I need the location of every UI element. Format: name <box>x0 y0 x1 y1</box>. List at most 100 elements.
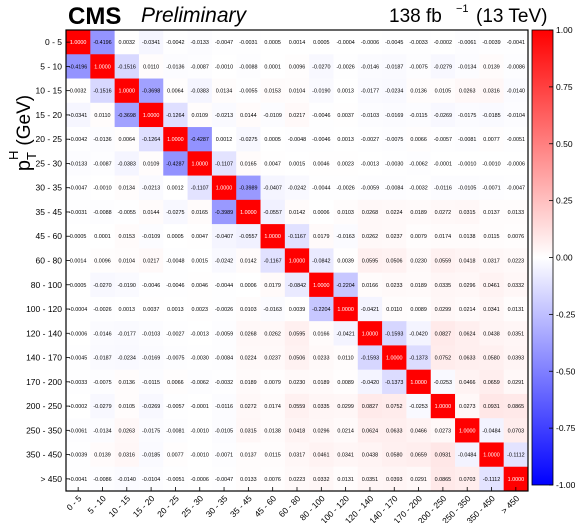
heatmap-cell <box>284 272 310 298</box>
heatmap-cell <box>309 54 334 79</box>
heatmap-cell <box>90 321 115 346</box>
cell-value-label: -0.0084 <box>385 186 403 192</box>
heatmap-cell <box>187 321 213 346</box>
cell-value-label: -0.0027 <box>361 137 379 143</box>
heatmap-cell <box>430 369 456 395</box>
x-tick-label: 25 - 30 <box>179 493 205 519</box>
cell-value-label: -0.1112 <box>507 453 524 459</box>
cell-value-label: -0.0026 <box>93 307 111 313</box>
cell-value-label: 0.0580 <box>483 356 500 362</box>
cell-value-label: -0.0109 <box>142 234 160 240</box>
cell-value-label: -0.0039 <box>482 40 500 46</box>
cell-value-label: 0.0633 <box>459 356 476 362</box>
heatmap-cell <box>260 224 286 249</box>
heatmap-cell <box>479 248 504 273</box>
heatmap-cell <box>90 224 115 249</box>
heatmap-cell <box>90 30 115 55</box>
cell-value-label: 0.0006 <box>313 210 330 216</box>
x-tick-label: 20 - 25 <box>155 493 181 519</box>
heatmap-cell <box>236 418 261 443</box>
y-axis-title-units: (GeV) <box>14 95 35 146</box>
heatmap-cell <box>503 272 529 298</box>
heatmap-cell <box>455 393 480 419</box>
heatmap-cell <box>479 393 504 419</box>
heatmap-cell <box>66 151 91 176</box>
x-tick-label: 0 - 5 <box>64 493 83 512</box>
y-tick-label: 80 - 100 <box>31 280 62 290</box>
heatmap-cell <box>260 151 286 176</box>
cell-value-label: 0.0037 <box>337 113 354 119</box>
heatmap-cell <box>284 442 310 468</box>
cell-value-label: 0.0291 <box>410 477 427 483</box>
cell-value-label: 0.0393 <box>508 356 525 362</box>
heatmap-cell <box>211 54 237 79</box>
cell-value-label: -0.0234 <box>385 89 403 95</box>
heatmap-cell <box>163 248 188 273</box>
heatmap-cell <box>406 127 432 152</box>
heatmap-cell <box>503 199 529 225</box>
heatmap-cell <box>479 296 504 322</box>
cell-value-label: 0.0005 <box>167 234 184 240</box>
heatmap-cell <box>430 418 456 443</box>
heatmap-cell <box>90 345 115 370</box>
heatmap-cell <box>333 418 359 443</box>
heatmap-cell <box>309 30 334 55</box>
heatmap-cell <box>138 296 164 322</box>
heatmap-cell <box>163 345 188 370</box>
cell-value-label: -0.0041 <box>507 40 525 46</box>
heatmap-cell <box>333 78 359 104</box>
cell-value-label: -0.0047 <box>69 186 87 192</box>
cell-value-label: 0.0224 <box>386 210 403 216</box>
cell-value-label: 1.0000 <box>508 477 525 483</box>
cell-value-label: 0.0096 <box>94 259 111 265</box>
cell-value-label: 1.0000 <box>459 428 476 434</box>
heatmap-cell <box>211 393 237 419</box>
cell-value-label: 0.0272 <box>435 210 452 216</box>
cell-value-label: 0.0179 <box>313 234 330 240</box>
cell-value-label: -0.0421 <box>336 331 354 337</box>
cell-value-label: 0.0223 <box>289 477 306 483</box>
heatmap-cell <box>333 321 359 346</box>
heatmap-cell <box>114 78 140 104</box>
cell-value-label: 0.0233 <box>313 356 330 362</box>
heatmap-cell <box>90 272 115 298</box>
heatmap-cell <box>430 248 456 273</box>
cell-value-label: -0.2204 <box>312 307 330 313</box>
heatmap-cell <box>333 393 359 419</box>
cell-value-label: 0.0006 <box>240 283 257 289</box>
heatmap-cell <box>114 393 140 419</box>
cell-value-label: -0.0033 <box>69 380 87 386</box>
heatmap-cell <box>187 442 213 468</box>
heatmap-cell <box>90 199 115 225</box>
cell-value-label: -0.0341 <box>142 40 160 46</box>
heatmap-cell <box>455 54 480 79</box>
heatmap-cell <box>479 224 504 249</box>
cell-value-label: 0.0316 <box>483 89 500 95</box>
cell-value-label: 1.0000 <box>483 453 500 459</box>
cell-value-label: 1.0000 <box>337 307 354 313</box>
cell-value-label: -0.0175 <box>142 428 160 434</box>
cell-value-label: 0.0005 <box>313 40 330 46</box>
cell-value-label: -0.0484 <box>482 428 500 434</box>
cell-value-label: -0.1593 <box>385 331 403 337</box>
heatmap-cell <box>187 248 213 273</box>
colorbar-tick-label: 0.75 <box>556 82 573 92</box>
heatmap-cell <box>211 442 237 468</box>
heatmap-cell <box>187 199 213 225</box>
cell-value-label: -0.4287 <box>191 137 209 143</box>
cell-value-label: 0.0317 <box>483 259 500 265</box>
heatmap-cell <box>406 296 432 322</box>
cell-value-label: -0.0045 <box>69 356 87 362</box>
cell-value-label: 0.0633 <box>386 428 403 434</box>
heatmap-cell <box>430 127 456 152</box>
heatmap-cell <box>284 418 310 443</box>
figure-header: CMS Preliminary 138 fb −1 (13 TeV) <box>68 3 547 30</box>
heatmap-cell <box>309 369 334 395</box>
cell-value-label: -0.0842 <box>312 259 330 265</box>
y-axis-title-main: p <box>13 160 35 171</box>
cell-value-label: 0.0341 <box>483 307 500 313</box>
cell-value-label: 0.0047 <box>191 234 208 240</box>
cell-value-label: 0.0076 <box>264 477 281 483</box>
cell-value-label: -0.0027 <box>166 331 184 337</box>
heatmap-cell <box>260 199 286 225</box>
